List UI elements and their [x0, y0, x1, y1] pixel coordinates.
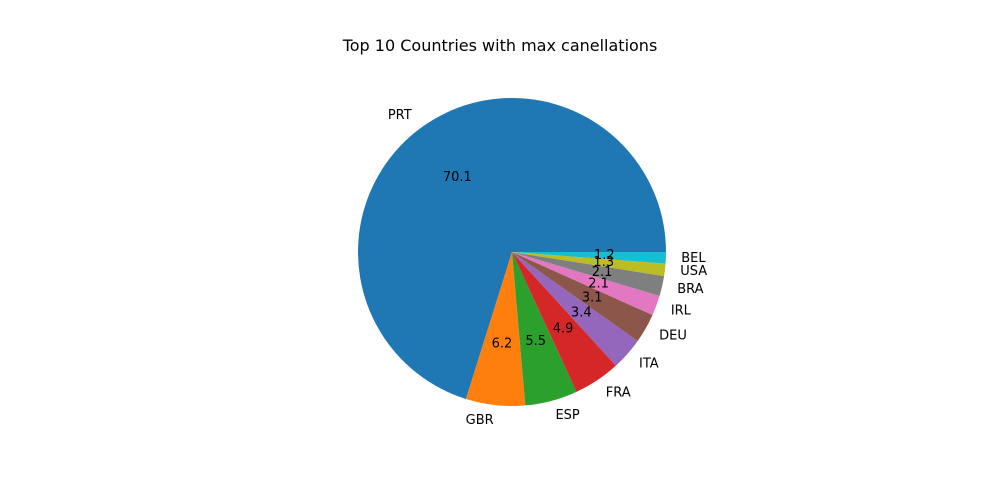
slice-label-irl: IRL [671, 303, 692, 318]
pie-slice-gbr [465, 252, 526, 407]
pct-label-bra: 2.1 [592, 265, 613, 280]
slice-label-fra: FRA [606, 386, 631, 401]
pie-slice-deu [512, 252, 653, 342]
pct-label-irl: 2.1 [588, 277, 609, 292]
pct-label-bel: 1.2 [594, 248, 615, 263]
pct-label-deu: 3.1 [582, 290, 603, 305]
pct-label-usa: 1.3 [593, 255, 614, 270]
slice-label-esp: ESP [555, 408, 579, 423]
pct-label-gbr: 6.2 [492, 336, 513, 351]
slice-label-gbr: GBR [466, 413, 494, 428]
pie-slice-prt [357, 97, 666, 399]
pct-label-fra: 4.9 [553, 321, 574, 336]
pie-slices [357, 97, 666, 407]
pct-label-esp: 5.5 [525, 334, 546, 349]
slice-label-ita: ITA [639, 357, 659, 372]
slice-label-deu: DEU [659, 329, 687, 344]
pie-slice-ita [512, 252, 638, 366]
pie-slice-fra [512, 252, 616, 392]
pie-slice-bel [512, 252, 666, 264]
pie-slice-irl [512, 252, 660, 315]
pct-label-ita: 3.4 [571, 306, 592, 321]
pie-slice-esp [512, 252, 577, 406]
slice-label-prt: PRT [388, 108, 412, 123]
pie-labels: PRT 70.1 GBR 6.2 ESP 5.5 FRA 4.9 ITA 3.4 DEU 3.1 IRL… [388, 108, 707, 428]
slice-label-usa: USA [680, 264, 707, 279]
slice-label-bel: BEL [681, 251, 706, 266]
pct-label-prt: 70.1 [443, 170, 472, 185]
pie-slice-bra [512, 252, 665, 296]
chart-title: Top 10 Countries with max canellations [342, 36, 658, 55]
pie-slice-usa [512, 252, 666, 277]
slice-label-bra: BRA [677, 282, 703, 297]
